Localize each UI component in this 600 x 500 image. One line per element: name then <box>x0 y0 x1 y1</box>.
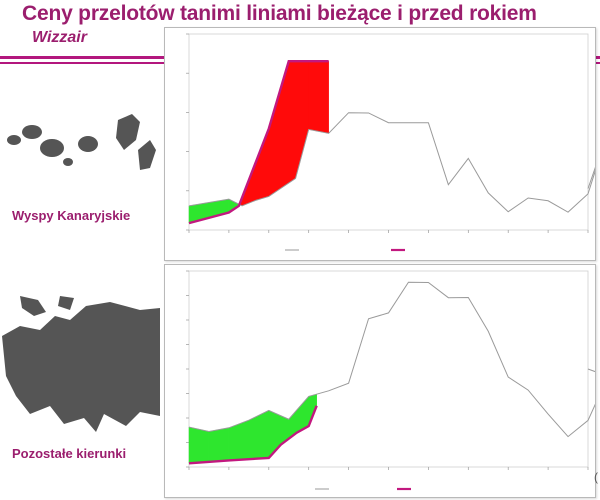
chart-panel-canary <box>164 27 596 261</box>
diff-fill-pricier <box>288 60 296 184</box>
page-title: Ceny przelotów tanimi liniami bieżące i … <box>22 2 537 25</box>
diff-fill-pricier <box>308 60 329 134</box>
chart-panel-other <box>164 264 596 498</box>
diff-fill-pricier <box>268 61 289 197</box>
canary-islands-map <box>7 114 156 170</box>
chart-canary <box>186 33 595 252</box>
diff-fill-pricier <box>255 128 270 201</box>
diff-fill-cheaper <box>188 426 210 464</box>
side-char: ( <box>594 470 598 484</box>
series-line-2018 <box>188 112 595 213</box>
chart-other <box>186 270 595 491</box>
diff-fill-cheaper <box>248 410 270 460</box>
europe-map <box>2 296 160 432</box>
region-label-canary: Wyspy Kanaryjskie <box>12 208 131 223</box>
diff-fill-pricier <box>295 60 309 179</box>
region-label-other: Pozostałe kierunki <box>12 446 127 461</box>
series-line-2018 <box>188 281 595 438</box>
diff-fill-cheaper <box>208 427 230 463</box>
series-line-2019 <box>188 405 318 465</box>
series-line-2019 <box>188 60 329 225</box>
page-subtitle: Wizzair <box>32 29 87 46</box>
